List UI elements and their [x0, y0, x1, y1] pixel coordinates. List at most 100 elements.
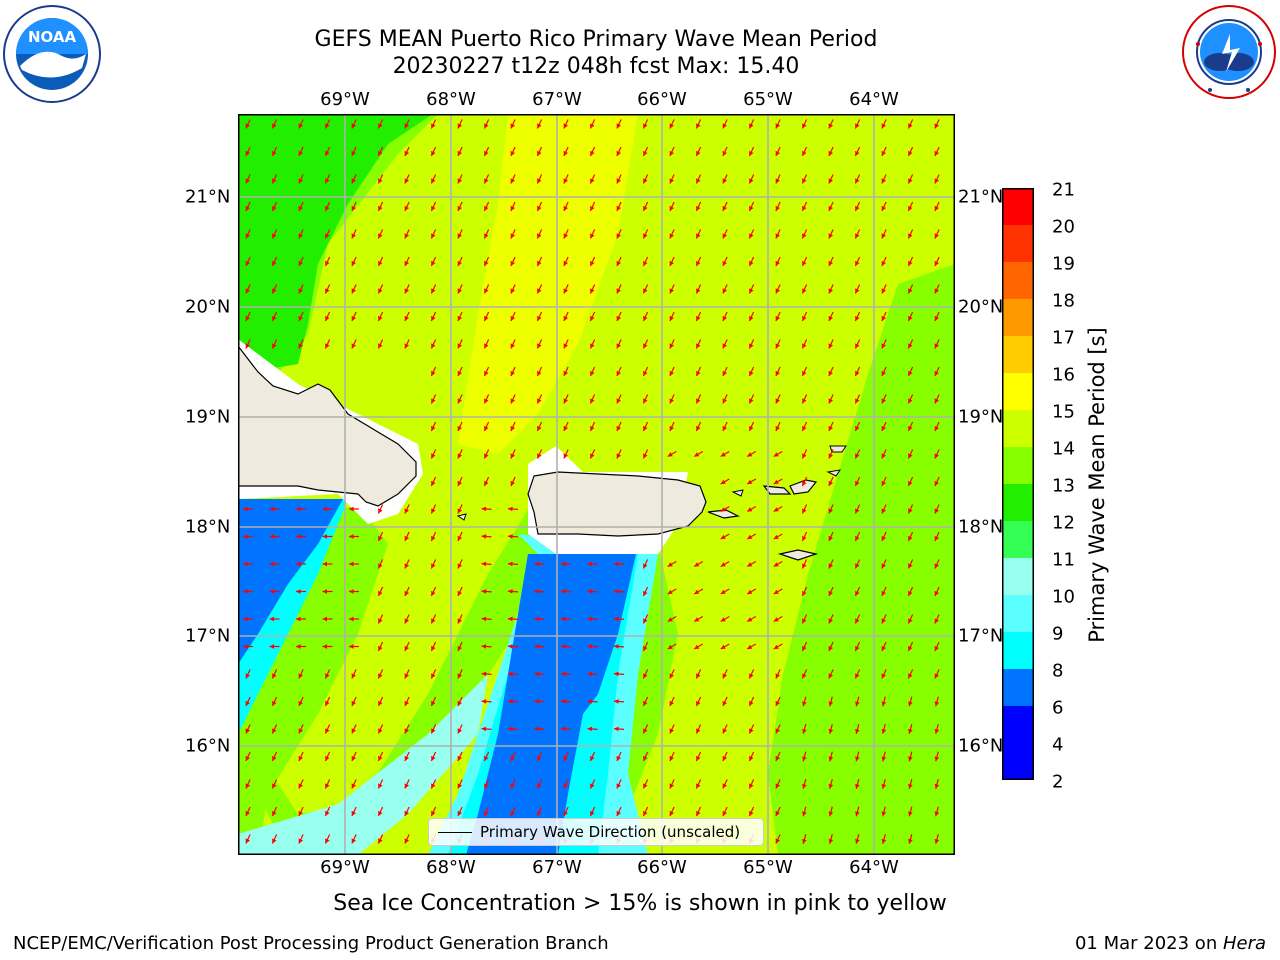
wave-direction-arrowhead — [587, 699, 593, 704]
wave-direction-arrowhead — [643, 260, 648, 266]
lon-tick-top-68w: 68°W — [426, 89, 476, 110]
wave-direction-arrowhead — [243, 561, 248, 567]
wave-direction-arrowhead — [722, 673, 727, 679]
wave-direction-arrowhead — [802, 343, 807, 349]
wave-direction-arrowhead — [643, 728, 648, 734]
wave-direction-arrowhead — [590, 315, 595, 321]
wave-direction-arrowhead — [749, 123, 754, 129]
wave-direction-arrowhead — [881, 178, 886, 184]
wave-direction-arrowhead — [881, 590, 886, 596]
wave-direction-arrowhead — [934, 535, 939, 541]
wave-direction-arrowhead — [720, 562, 726, 567]
wave-direction-arrowhead — [775, 700, 780, 706]
wave-direction-arrowhead — [349, 561, 354, 567]
wave-direction-arrowhead — [563, 343, 568, 349]
wave-direction-arrowhead — [272, 233, 277, 239]
wave-direction-arrowhead — [272, 315, 277, 321]
wave-direction-arrowhead — [669, 398, 674, 404]
wave-direction-arrowhead — [325, 673, 330, 679]
wave-direction-arrowhead — [775, 123, 780, 129]
wave-direction-arrowhead — [934, 233, 939, 239]
wave-direction-arrowhead — [616, 288, 621, 294]
wave-direction-arrowhead — [431, 480, 436, 486]
wave-direction-arrowhead — [908, 728, 913, 734]
wave-direction-arrowhead — [934, 811, 940, 817]
wave-direction-arrowhead — [696, 783, 701, 789]
wave-direction-arrowhead — [643, 288, 648, 294]
wave-direction-arrowhead — [855, 205, 860, 211]
wave-direction-arrowhead — [431, 590, 436, 596]
wave-direction-arrowhead — [722, 260, 727, 266]
wave-direction-arrowhead — [908, 590, 913, 596]
wave-direction-arrowhead — [881, 756, 887, 762]
wave-direction-arrowhead — [296, 506, 301, 512]
wave-direction-arrowhead — [404, 590, 409, 596]
field-12-13-sw2 — [238, 494, 568, 834]
wave-direction-arrowhead — [802, 288, 807, 294]
wave-direction-arrowhead — [773, 644, 779, 649]
wave-direction-arrowhead — [855, 563, 860, 569]
wave-direction-arrowhead — [749, 425, 754, 431]
wave-direction-arrowhead — [934, 123, 939, 129]
lat-tick-left-20n: 20°N — [185, 296, 231, 318]
wave-direction-arrowhead — [269, 589, 274, 594]
wave-direction-arrowhead — [881, 480, 886, 486]
wave-direction-arrowhead — [934, 288, 939, 294]
wave-direction-arrowhead — [272, 343, 277, 349]
wave-direction-arrowhead — [616, 123, 621, 129]
wave-direction-arrowhead — [322, 616, 327, 622]
wave-direction-arrowhead — [563, 783, 568, 789]
wave-direction-arrowhead — [667, 589, 673, 594]
wave-direction-arrowhead — [908, 618, 913, 624]
wave-direction-arrowhead — [908, 701, 913, 707]
wave-direction-arrowhead — [855, 288, 860, 294]
wave-direction-arrowhead — [484, 123, 489, 129]
wave-direction-arrowhead — [747, 589, 753, 594]
wave-direction-arrowhead — [696, 178, 701, 184]
wave-direction-arrowhead — [696, 673, 701, 679]
colorbar-tick-label: 11 — [1052, 549, 1075, 571]
wave-direction-arrowhead — [749, 700, 754, 706]
wave-direction-arrowhead — [563, 233, 568, 239]
wave-direction-arrowhead — [908, 398, 913, 404]
field-4-6-sw — [238, 499, 343, 664]
wave-direction-arrowhead — [720, 644, 726, 649]
wave-direction-arrowhead — [802, 728, 807, 734]
wave-direction-arrowhead — [378, 205, 383, 211]
colorbar-tick-label: 20 — [1052, 216, 1075, 238]
colorbar-swatch — [1002, 669, 1034, 706]
wave-direction-arrowhead — [457, 480, 462, 486]
wave-direction-arrowhead — [828, 508, 833, 514]
wave-direction-arrowhead — [431, 508, 436, 514]
wave-direction-arrowhead — [696, 810, 701, 816]
wave-direction-arrowhead — [934, 728, 940, 734]
wave-direction-arrowhead — [722, 700, 727, 706]
wave-direction-arrowhead — [802, 370, 807, 376]
wave-direction-arrowhead — [643, 618, 648, 624]
wave-direction-arrowhead — [378, 508, 383, 514]
wave-direction-arrowhead — [643, 370, 648, 376]
wave-direction-arrowhead — [457, 123, 462, 129]
colorbar-swatch — [1002, 706, 1034, 780]
wave-direction-arrowhead — [245, 838, 250, 844]
wave-direction-arrowhead — [378, 288, 383, 294]
wave-direction-arrowhead — [296, 589, 301, 594]
wave-direction-arrowhead — [669, 728, 674, 734]
wave-direction-arrowhead — [908, 315, 913, 321]
lat-tick-right-17n: 17°N — [958, 625, 1004, 647]
sea-ice-note: Sea Ice Concentration > 15% is shown in … — [333, 891, 947, 916]
wave-direction-arrowhead — [643, 205, 648, 211]
wave-direction-arrowhead — [749, 288, 754, 294]
colorbar-tick-label: 10 — [1052, 586, 1075, 608]
wave-direction-arrowhead — [694, 644, 700, 649]
wave-direction-arrowhead — [616, 370, 621, 376]
noaa-logo: NOAA — [2, 4, 102, 104]
wave-direction-arrowhead — [431, 618, 436, 624]
wave-direction-arrowhead — [908, 233, 913, 239]
wave-direction-arrowhead — [855, 756, 860, 762]
wave-direction-arrowhead — [245, 205, 250, 211]
wave-direction-arrowhead — [351, 673, 356, 679]
wave-direction-arrowhead — [828, 288, 833, 294]
colorbar-swatch — [1002, 595, 1034, 632]
wave-direction-arrowhead — [508, 644, 513, 649]
